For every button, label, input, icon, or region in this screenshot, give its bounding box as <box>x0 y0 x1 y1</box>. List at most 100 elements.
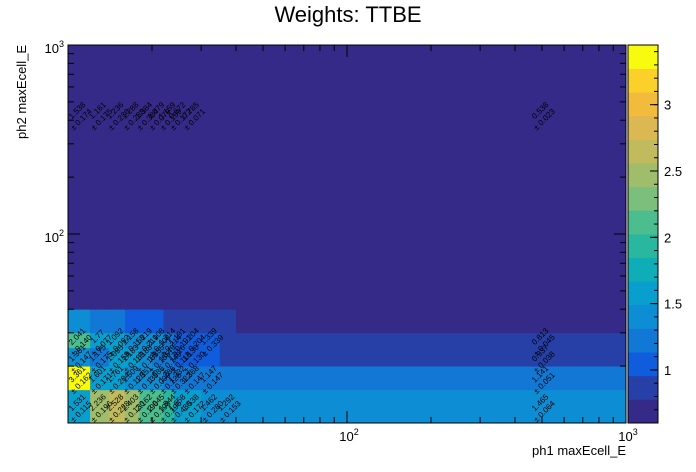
heatmap-cell <box>68 347 91 367</box>
heatmap-cell <box>139 347 153 367</box>
heatmap-cell <box>183 332 202 349</box>
heatmap-cell <box>163 347 175 367</box>
heatmap-cell <box>68 45 91 310</box>
y-axis-label: ph2 maxEcell_E <box>14 45 29 139</box>
heatmap-cell <box>235 309 627 334</box>
heatmap-cell <box>108 45 126 310</box>
heatmap-cell <box>235 347 627 367</box>
x-axis-label: ph1 maxEcell_E <box>532 443 626 458</box>
heatmap-cell <box>90 389 110 424</box>
colorbar-segment <box>628 186 658 211</box>
heatmap-cell <box>68 366 91 391</box>
heatmap-cell <box>151 309 164 334</box>
heatmap-cell <box>90 347 110 367</box>
heatmap-cell <box>174 309 185 334</box>
heatmap-cell <box>90 45 110 310</box>
heatmap-cell <box>108 389 126 424</box>
heatmap-cell <box>174 389 185 424</box>
heatmap-cell <box>183 389 202 424</box>
colorbar-segment <box>628 399 658 424</box>
heatmap-cell <box>219 332 237 349</box>
heatmap-cell <box>108 347 126 367</box>
colorbar-segment <box>628 281 658 306</box>
heatmap-cell <box>108 332 126 349</box>
heatmap-cell <box>68 389 91 424</box>
heatmap-cell <box>201 332 221 349</box>
heatmap-cell <box>219 366 237 391</box>
heatmap-cell <box>219 389 237 424</box>
heatmap-cell <box>90 309 110 334</box>
colorbar: 1 1.5 2 2.5 3 <box>627 44 682 424</box>
heatmap-cell <box>219 347 237 367</box>
heatmap-cell <box>68 309 91 334</box>
heatmap-cells <box>68 45 627 424</box>
heatmap-cell <box>124 366 140 391</box>
heatmap-cell <box>201 389 221 424</box>
heatmap-cell <box>151 366 164 391</box>
heatmap-cell <box>139 389 153 424</box>
heatmap-cell <box>108 366 126 391</box>
heatmap-cell <box>235 332 627 349</box>
colorbar-segment <box>628 352 658 377</box>
heatmap-cell <box>90 332 110 349</box>
colorbar-segment <box>628 163 658 188</box>
heatmap-cell <box>163 332 175 349</box>
heatmap-cell <box>151 332 164 349</box>
heatmap-cell <box>151 347 164 367</box>
heatmap-cell <box>124 389 140 424</box>
colorbar-segment <box>628 234 658 259</box>
heatmap-cell <box>174 332 185 349</box>
heatmap-cell <box>183 366 202 391</box>
y-tick-label: 102 <box>45 228 64 245</box>
heatmap-cell <box>124 45 140 310</box>
colorbar-segment <box>628 139 658 164</box>
colorbar-segment <box>628 257 658 282</box>
heatmap-cell <box>183 347 202 367</box>
heatmap-cell <box>235 366 627 391</box>
x-tick-label: 102 <box>339 427 358 444</box>
colorbar-tick-label: 1.5 <box>664 297 682 312</box>
colorbar-segment <box>628 45 658 70</box>
heatmap-cell <box>163 366 175 391</box>
heatmap-cell <box>124 347 140 367</box>
heatmap-cell <box>201 366 221 391</box>
colorbar-tick-label: 2 <box>664 230 671 245</box>
x-tick-label: 103 <box>618 427 637 444</box>
heatmap-cell <box>201 45 221 310</box>
colorbar-tick-label: 3 <box>664 98 671 113</box>
heatmap-cell <box>174 45 185 310</box>
heatmap-cell <box>151 389 164 424</box>
heatmap-cell <box>163 389 175 424</box>
heatmap-cell <box>174 347 185 367</box>
colorbar-frame <box>627 44 659 424</box>
heatmap-cell <box>201 309 221 334</box>
heatmap-cell <box>163 45 175 310</box>
colorbar-segment <box>628 68 658 93</box>
colorbar-tick-label: 2.5 <box>664 164 682 179</box>
colorbar-segment <box>628 304 658 329</box>
heatmap-cell <box>183 45 202 310</box>
colorbar-tick-label: 1 <box>664 363 671 378</box>
heatmap-cell <box>108 309 126 334</box>
heatmap-cell <box>124 332 140 349</box>
colorbar-segment <box>628 115 658 140</box>
heatmap-cell <box>183 309 202 334</box>
heatmap-cell <box>219 309 237 334</box>
heatmap-cell <box>235 45 627 310</box>
heatmap-cell <box>139 366 153 391</box>
heatmap-cell <box>90 366 110 391</box>
chart-title: Weights: TTBE <box>274 2 421 27</box>
heatmap-cell <box>68 332 91 349</box>
heatmap-cell <box>151 45 164 310</box>
colorbar-segment <box>628 375 658 400</box>
axes: 102 103 102 103 <box>45 39 638 444</box>
heatmap-cell <box>139 45 153 310</box>
heatmap-cell <box>124 309 140 334</box>
heatmap-cell <box>163 309 175 334</box>
heatmap-cell <box>139 309 153 334</box>
heatmap-cell <box>219 45 237 310</box>
heatmap-cell <box>139 332 153 349</box>
y-tick-label: 103 <box>45 39 64 56</box>
